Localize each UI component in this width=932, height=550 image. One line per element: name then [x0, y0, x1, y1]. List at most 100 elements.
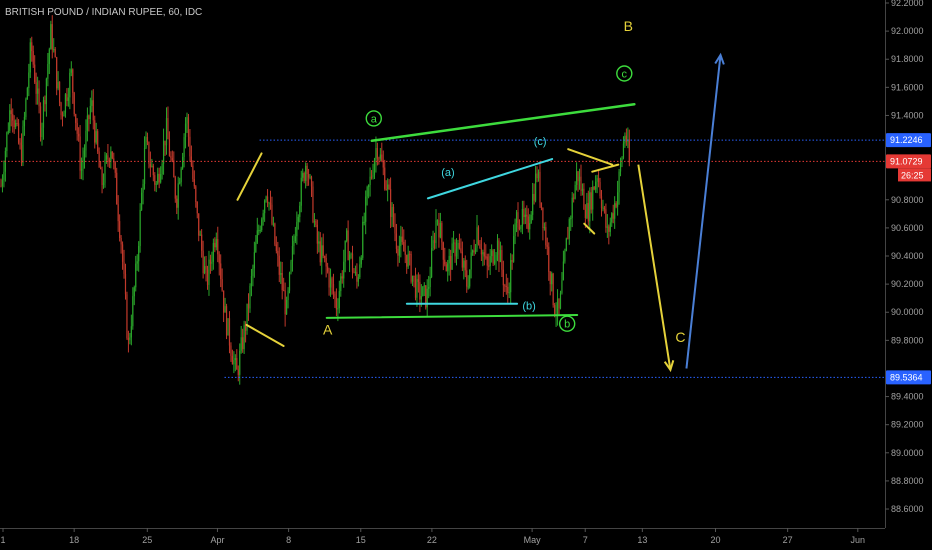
blue-projection-arrow[interactable]	[685, 52, 725, 369]
candle-body	[624, 135, 626, 144]
cyan-upper-line[interactable]	[426, 158, 554, 200]
green-upper-line[interactable]	[370, 102, 636, 143]
candle-body	[474, 248, 477, 253]
candle-body	[511, 260, 513, 262]
candle-body	[48, 49, 50, 65]
candle-body	[13, 120, 15, 127]
yellow-small-2[interactable]	[591, 163, 620, 173]
candle-body	[445, 264, 447, 272]
candle-body	[120, 237, 122, 245]
candle-body	[99, 167, 102, 169]
candle-body	[551, 273, 553, 285]
blue-projection-arrow-head	[714, 52, 725, 65]
candle-body	[220, 263, 222, 280]
candle-body	[439, 223, 441, 238]
yellow-wedge-down[interactable]	[245, 323, 285, 347]
green-lower-line[interactable]	[325, 314, 579, 319]
candle-body	[334, 293, 336, 298]
candle-body	[107, 155, 109, 160]
candle-body	[451, 243, 453, 270]
candle-body	[387, 184, 389, 190]
price-tick-label: 92.2000	[891, 0, 924, 8]
candle-body	[583, 188, 585, 210]
wave-label-a-circle-ring	[365, 110, 382, 127]
level-upper-tag-bg	[886, 133, 931, 148]
candle-body	[549, 271, 551, 285]
candle-body	[155, 183, 157, 185]
yellow-wedge-up[interactable]	[236, 152, 263, 201]
candle-body	[42, 100, 45, 128]
candle-body	[300, 177, 302, 206]
candle-body	[450, 255, 452, 270]
candle-body	[265, 196, 267, 201]
candle-body	[617, 192, 619, 207]
candle-body	[518, 227, 521, 229]
candle-body	[61, 115, 64, 117]
candle-body	[28, 72, 30, 88]
candle-body	[35, 82, 37, 94]
candle-body	[363, 221, 365, 223]
candle-body	[139, 209, 141, 247]
candle-body	[570, 217, 572, 220]
candle-body	[41, 127, 43, 138]
candle-body	[215, 239, 217, 248]
candle-body	[542, 207, 544, 228]
candle-body	[101, 168, 103, 185]
wave-label-b-circle-text: b	[564, 319, 570, 331]
candle-body	[575, 171, 578, 185]
candle-body	[513, 236, 515, 262]
candle-body	[556, 298, 559, 315]
candle-body	[430, 247, 433, 277]
candle-body	[592, 186, 594, 210]
price-tick-label: 88.6000	[891, 504, 924, 514]
candle-body	[384, 167, 386, 189]
candle-body	[438, 220, 440, 238]
candle-body	[606, 226, 608, 228]
candle-body	[564, 250, 566, 262]
yellow-small-1[interactable]	[567, 148, 614, 166]
candle-body	[486, 256, 488, 266]
candle-body	[129, 337, 131, 341]
candle-body	[618, 171, 620, 193]
candle-body	[294, 236, 296, 242]
price-tick-label: 90.0000	[891, 307, 924, 317]
yellow-projection-arrow[interactable]	[637, 164, 675, 373]
candle-body	[212, 242, 214, 262]
candle-body	[599, 182, 601, 197]
candle-body	[126, 294, 128, 339]
candle-body	[467, 286, 469, 288]
candle-body	[454, 242, 456, 257]
candle-body	[262, 213, 264, 220]
candle-body	[524, 214, 526, 218]
candle-body	[25, 99, 27, 117]
candle-body	[80, 169, 83, 171]
candle-body	[283, 290, 285, 292]
candle-body	[162, 140, 165, 164]
candle-body	[428, 287, 430, 289]
level-upper-tag: 91.2246	[886, 133, 931, 148]
candle-body	[469, 269, 471, 287]
candle-body	[608, 226, 610, 232]
yellow-small-3[interactable]	[583, 222, 596, 235]
candle-body	[414, 276, 417, 298]
candle-body	[133, 287, 135, 297]
candle-body	[568, 219, 570, 239]
candle-body	[400, 236, 402, 247]
candle-body	[340, 276, 342, 292]
candle-body	[211, 261, 213, 264]
candle-body	[275, 244, 277, 251]
price-tick-label: 91.8000	[891, 54, 924, 64]
time-tick-label: 20	[710, 535, 720, 545]
candle-body	[249, 285, 251, 309]
candle-body	[357, 277, 359, 282]
candle-body	[277, 250, 279, 256]
candle-body	[38, 88, 40, 107]
candle-body	[143, 147, 146, 184]
candle-body	[196, 202, 198, 214]
price-tick-label: 90.6000	[891, 223, 924, 233]
wave-label-B-text: B	[624, 18, 633, 34]
candle-body	[389, 189, 392, 217]
candle-body	[161, 163, 163, 175]
